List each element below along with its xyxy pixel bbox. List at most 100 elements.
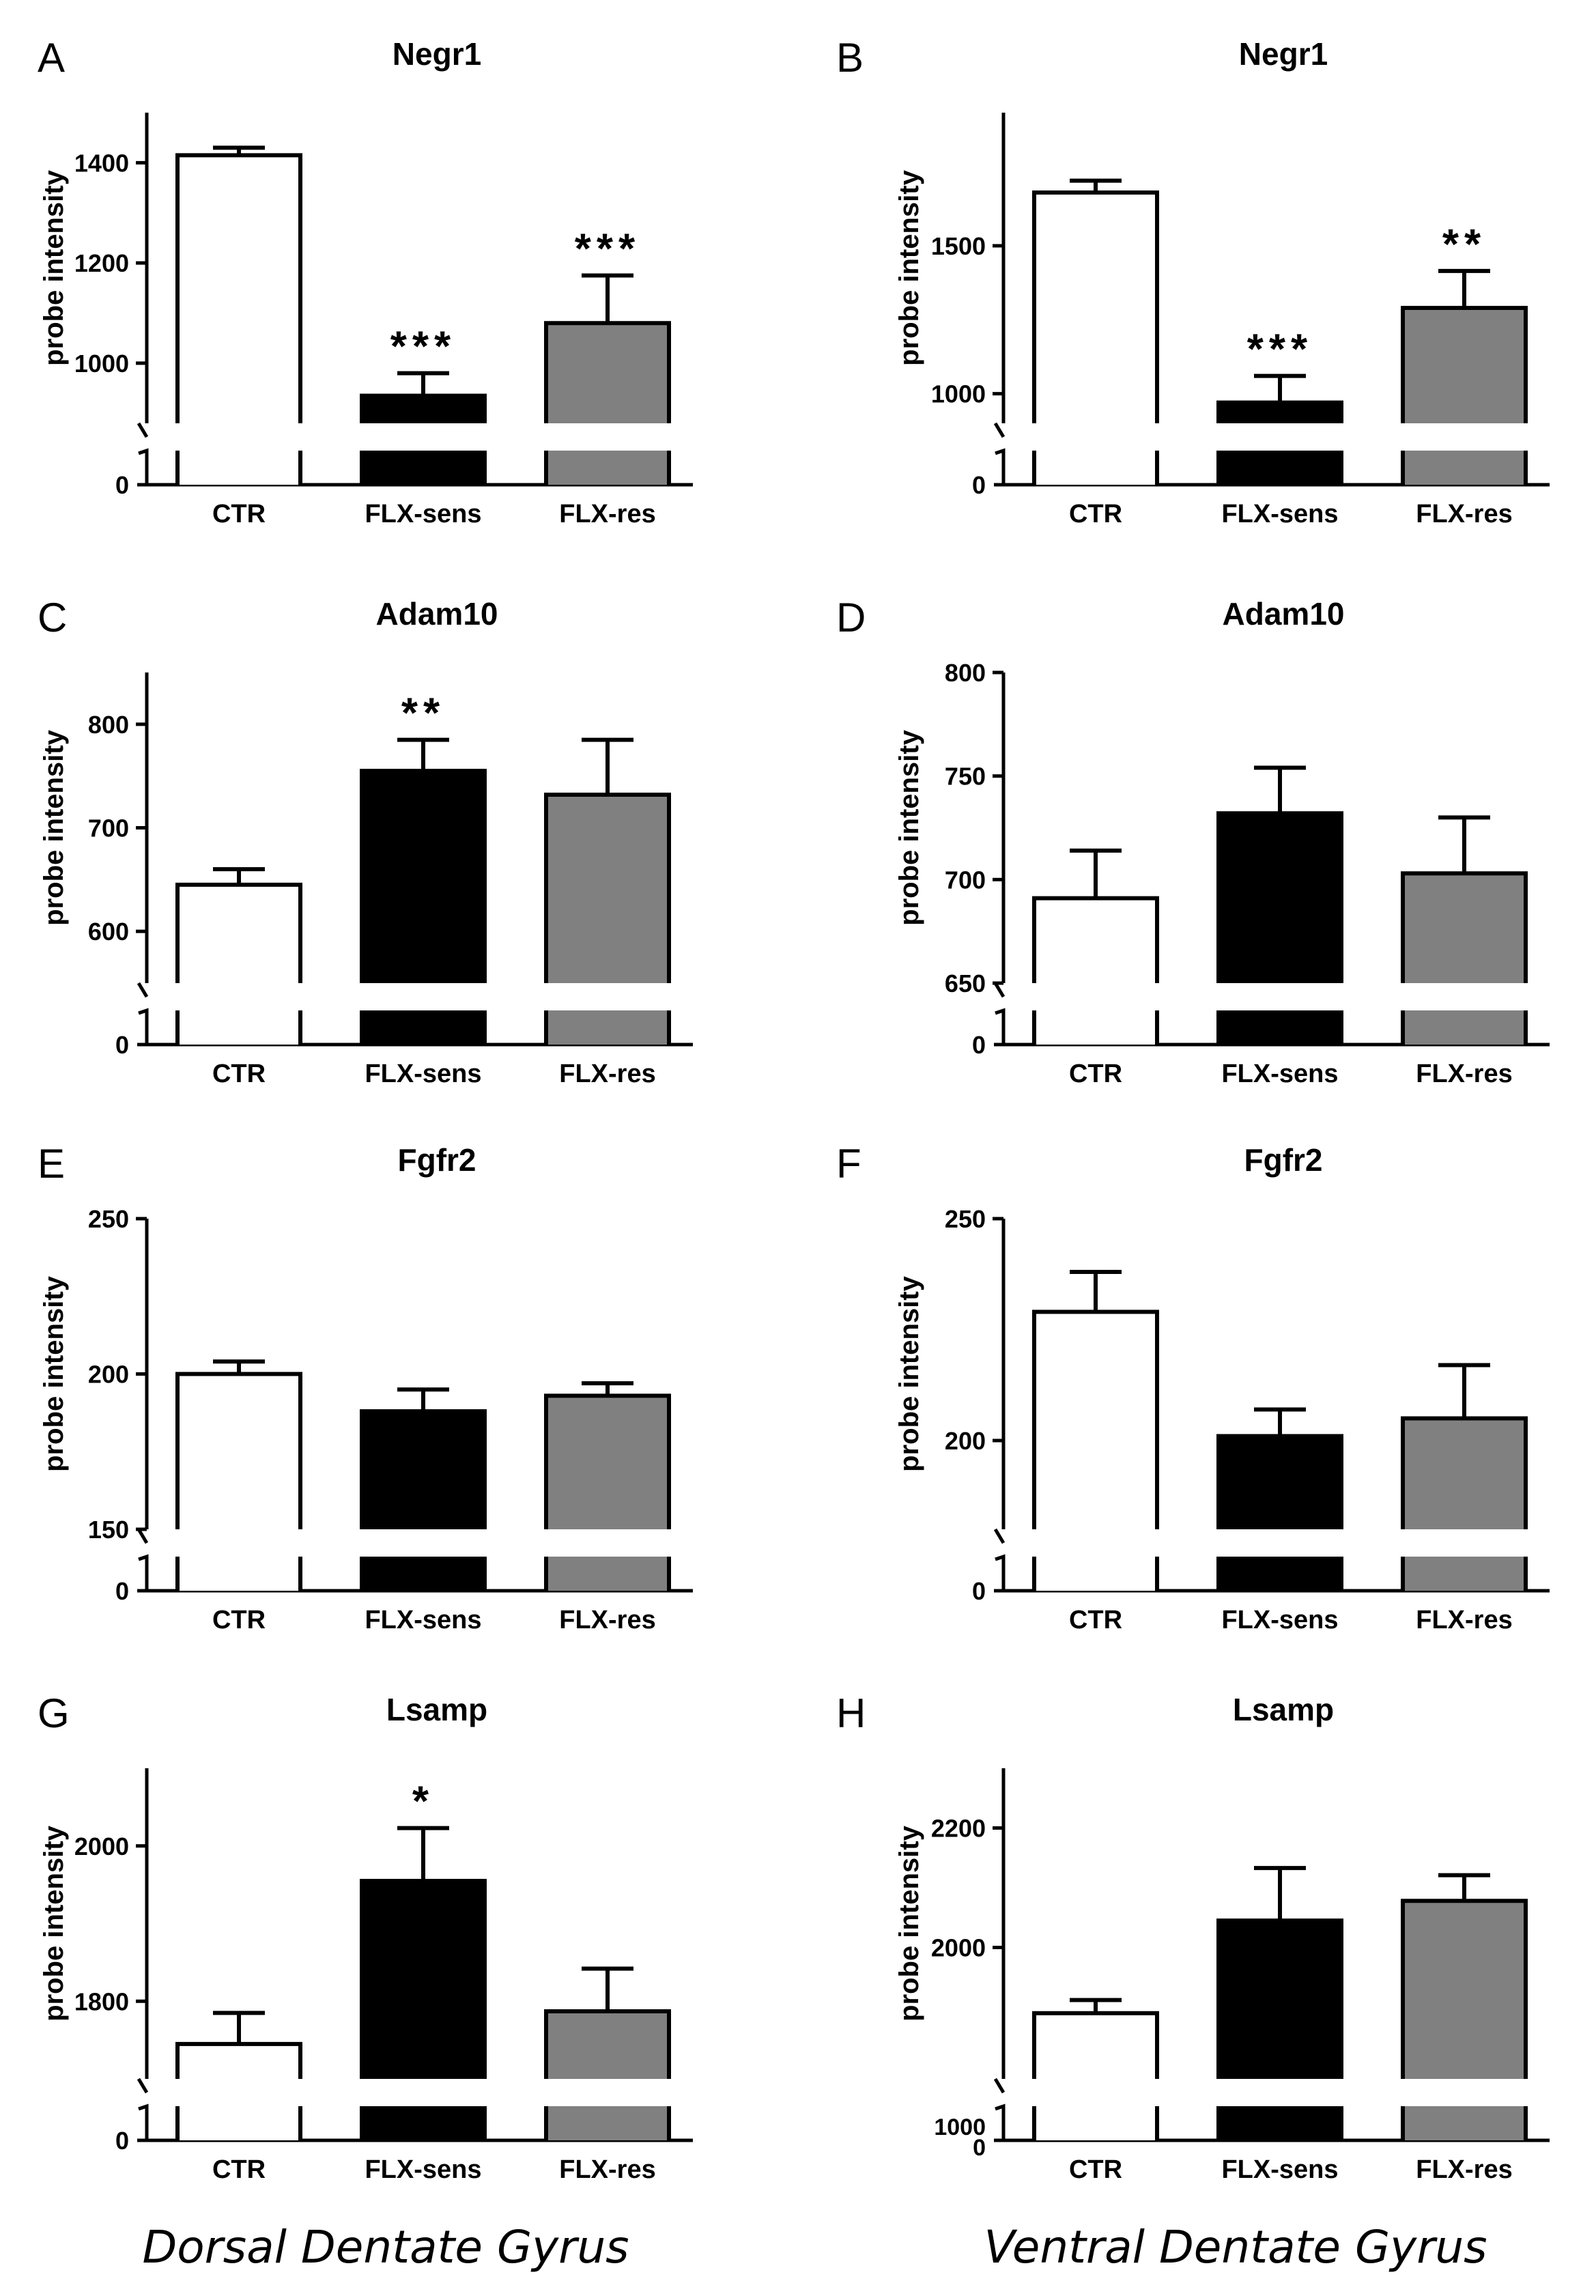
bar-CTR [1034,1312,1157,1529]
x-tick-label: CTR [212,500,266,528]
x-tick-label: CTR [1069,500,1122,528]
bar-FLX-res [546,794,669,983]
x-tick-label: FLX-sens [1221,500,1338,528]
chart-title: Lsamp [386,1692,487,1727]
x-tick-label: FLX-res [559,2155,655,2184]
x-tick-label: FLX-sens [365,1606,481,1634]
bar-FLX-sens [362,771,485,983]
bar-outline [1216,400,1343,423]
x-tick-label: FLX-sens [1221,2155,1338,2184]
y-tick-label-zero: 0 [115,1031,129,1059]
y-tick-label: 250 [945,1205,986,1233]
y-axis-lower-segment [995,2103,1006,2140]
x-tick-label: FLX-sens [365,1060,481,1088]
significance-marker: * [412,1778,434,1826]
bar-CTR [177,884,300,983]
bar-lower-FLX-res [1403,1010,1526,1045]
bar-lower-FLX-sens [362,1557,485,1591]
bar-FLX-sens [362,1411,485,1529]
y-axis-label: probe intensity [894,1825,924,2021]
x-tick-label: FLX-sens [365,500,481,528]
y-axis-label: probe intensity [894,169,924,365]
footer-ventral-caption: Ventral Dentate Gyrus [984,2221,1487,2273]
panel-A: A Negr1 probe intensity 1000 1200 1400 0 CTR ***… [38,35,693,528]
bar-FLX-sens [362,395,485,423]
panel-letter: F [836,1141,861,1187]
panel-letter: B [836,35,864,81]
x-tick-label: FLX-res [1416,1606,1512,1634]
axis-break-mark [137,1528,149,1544]
bar-FLX-res [1403,308,1526,423]
panel-E: E Fgfr2 probe intensity 150 200 250 0 CTR FLX-se… [38,1141,693,1634]
bar-lower-FLX-sens [362,1010,485,1045]
chart-title: Negr1 [1239,36,1328,72]
y-tick-label: 1400 [74,149,129,177]
bar-lower-FLX-res [546,451,669,485]
bar-lower-FLX-res [1403,1557,1526,1591]
panel-letter: H [836,1690,866,1736]
y-tick-label: 1500 [931,232,986,260]
y-axis-lower-segment [138,2103,149,2140]
x-tick-label: FLX-sens [365,2155,481,2184]
x-tick-label: CTR [212,1606,266,1634]
bar-lower-FLX-sens [1219,1010,1341,1045]
bar-FLX-sens [1219,1921,1341,2079]
x-tick-label: CTR [212,1060,266,1088]
y-axis-lower-segment [138,1554,149,1591]
y-axis-label: probe intensity [39,1275,69,1471]
y-axis-lower-segment [138,1008,149,1045]
panel-letter: D [836,595,866,640]
y-axis-lower-segment [995,1008,1006,1045]
y-tick-label: 800 [945,659,986,687]
y-tick-label-zero: 0 [115,2127,129,2155]
bar-FLX-sens [1219,813,1341,983]
y-tick-label: 1000 [931,380,986,408]
bar-outline [1216,1918,1343,2079]
bar-CTR [177,2043,300,2079]
significance-marker: ** [401,690,445,737]
y-tick-label: 150 [88,1516,129,1544]
y-tick-label: 2000 [931,1934,986,1962]
bar-CTR [177,1374,300,1529]
chart-title: Negr1 [393,36,481,72]
bar-outline [544,792,671,983]
x-tick-label: CTR [212,2155,266,2184]
x-tick-label: FLX-res [1416,1060,1512,1088]
bar-FLX-res [1403,873,1526,983]
panel-letter: G [38,1690,70,1736]
bar-FLX-res [546,2011,669,2079]
bar-CTR [177,155,300,423]
bar-lower-FLX-res [546,1557,669,1591]
chart-title: Adam10 [376,596,498,632]
y-axis-lower-segment [995,448,1006,485]
bar-CTR [1034,2013,1157,2079]
bar-outline [360,1878,487,2079]
bar-lower-FLX-sens [1219,451,1341,485]
chart-title: Lsamp [1233,1692,1334,1727]
axis-break-mark [137,982,149,998]
y-tick-label: 700 [88,814,129,842]
x-tick-label: CTR [1069,1060,1122,1088]
bar-FLX-res [1403,1418,1526,1529]
axis-break-mark [993,422,1006,438]
axis-break-mark [993,2078,1006,2094]
bar-lower-FLX-res [1403,451,1526,485]
panel-letter: A [38,35,65,81]
bar-lower-FLX-sens [1219,1557,1341,1591]
footer-dorsal-caption: Dorsal Dentate Gyrus [142,2221,629,2273]
x-tick-label: FLX-res [1416,500,1512,528]
bar-CTR [1034,193,1157,423]
y-tick-label: 200 [945,1427,986,1455]
axis-break-mark [993,982,1006,998]
chart-title: Fgfr2 [1244,1142,1323,1178]
significance-marker: *** [390,324,456,371]
bar-lower-FLX-sens [1219,2106,1341,2140]
y-tick-label-zero: 0 [973,2135,986,2161]
bar-lower-FLX-res [546,2106,669,2140]
bar-lower-CTR [1034,2106,1157,2140]
panel-D: D Adam10 probe intensity 650 700 750 800 0 CTR FL… [836,595,1550,1088]
y-tick-label: 750 [945,763,986,791]
